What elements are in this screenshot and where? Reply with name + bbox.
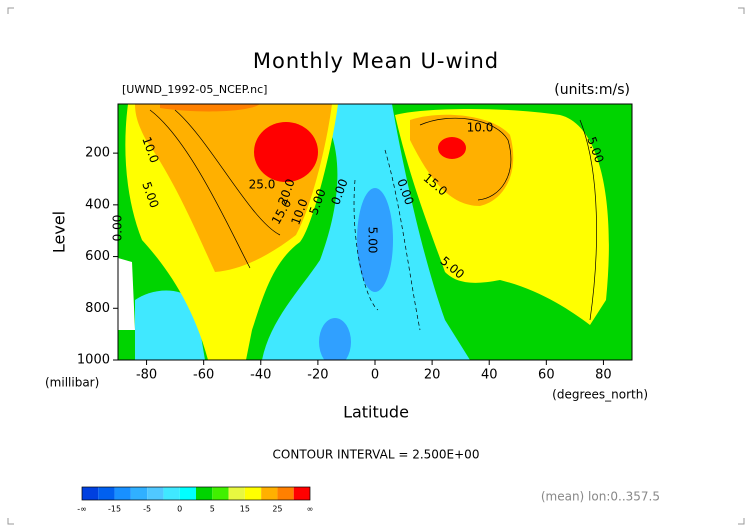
colorbar-label: -15 (108, 505, 121, 514)
fill-red (254, 122, 318, 182)
contour-lines (149, 109, 597, 321)
x-tick-label: 60 (538, 368, 555, 383)
y-tick-label: 200 (85, 146, 110, 161)
colorbar-box (261, 487, 278, 500)
x-tick-label: 0 (371, 368, 379, 383)
colorbar-label: -∞ (77, 505, 87, 514)
footer: (mean) lon:0..357.5 (541, 490, 660, 504)
x-tick-label: 40 (481, 368, 498, 383)
y-tick-label: 600 (85, 249, 110, 264)
colorbar-label: -5 (143, 505, 151, 514)
colorbar-box (114, 487, 131, 500)
colorbar-frame (81, 486, 311, 501)
x-tick-label: -40 (250, 368, 271, 383)
colorbar-box (82, 487, 99, 500)
contour-label: 5.00 (366, 227, 380, 254)
colorbar-box (130, 487, 148, 500)
colorbar-label: 25 (272, 505, 282, 514)
x-tick-label: -80 (136, 368, 157, 383)
colorbar-label: ∞ (307, 505, 314, 514)
colorbar-box (293, 487, 310, 500)
x-tick-label: -20 (307, 368, 328, 383)
colorbar-box (228, 487, 245, 500)
contour-label: 0.00 (111, 215, 125, 242)
colorbar-box (277, 487, 294, 500)
y-axis-label: Level (50, 211, 69, 253)
colorbar-label: 15 (240, 505, 250, 514)
fill-blue (357, 188, 393, 292)
y-tick-label: 1000 (77, 353, 110, 368)
colorbar-box (98, 487, 115, 500)
colorbar-box (163, 487, 180, 500)
negative-contours (353, 149, 421, 331)
fill-blue (319, 318, 351, 360)
x-units: (degrees_north) (552, 388, 648, 402)
chart-title: Monthly Mean U-wind (253, 49, 499, 73)
fill-orange (410, 114, 514, 206)
contour-label: 10.0 (467, 121, 494, 135)
y-tick-label: 400 (85, 197, 110, 212)
colorbar-box (244, 487, 262, 500)
contour-label: 25.0 (249, 178, 276, 192)
fill-dark-orange (160, 104, 260, 112)
units-label: (units:m/s) (554, 82, 630, 98)
contour-field (118, 104, 632, 360)
colorbar-box (147, 487, 164, 500)
corner-marks (7, 7, 745, 525)
x-tick-label: 20 (424, 368, 441, 383)
fill-red (438, 137, 466, 159)
y-units: (millibar) (45, 376, 99, 390)
colorbar-box (212, 487, 229, 500)
fill-cyan (135, 290, 205, 360)
x-axis-label: Latitude (343, 403, 409, 422)
missing-data (118, 258, 135, 330)
colorbar-label: 0 (177, 505, 182, 514)
colorbar-label: 5 (210, 505, 215, 514)
x-tick-label: 80 (595, 368, 612, 383)
colorbar-box (196, 487, 213, 500)
y-tick-label: 800 (85, 301, 110, 316)
x-tick-label: -60 (193, 368, 214, 383)
colorbar-box (179, 487, 196, 500)
dataset-label: [UWND_1992-05_NCEP.nc] (122, 83, 267, 96)
contour-interval: CONTOUR INTERVAL = 2.500E+00 (273, 448, 480, 462)
